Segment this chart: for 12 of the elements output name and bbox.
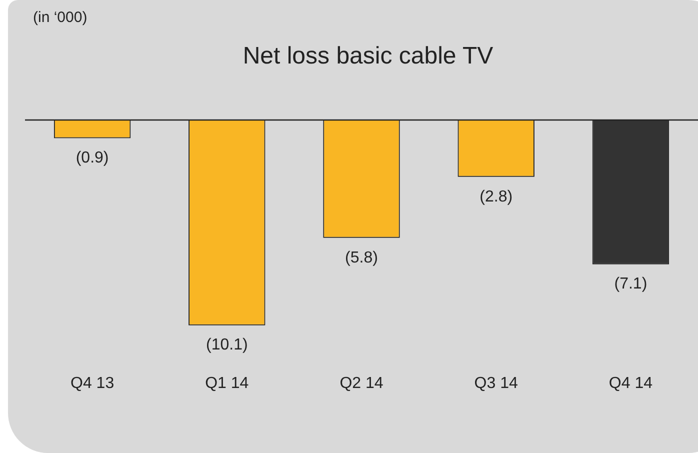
x-tick-label: Q3 14 — [474, 374, 518, 392]
x-tick-label: Q4 14 — [608, 374, 653, 392]
data-label: (10.1) — [206, 336, 248, 354]
x-tick-label: Q1 14 — [205, 374, 249, 392]
data-label: (5.8) — [345, 249, 378, 266]
x-tick-label: Q4 13 — [70, 374, 114, 392]
data-label: (2.8) — [480, 188, 513, 206]
data-label: (7.1) — [614, 276, 648, 293]
x-tick-label: Q2 14 — [340, 374, 384, 392]
chart-title: Net loss basic cable TV — [242, 42, 494, 70]
text: (in ‘000) — [33, 9, 88, 26]
data-label: (0.9) — [76, 150, 109, 167]
